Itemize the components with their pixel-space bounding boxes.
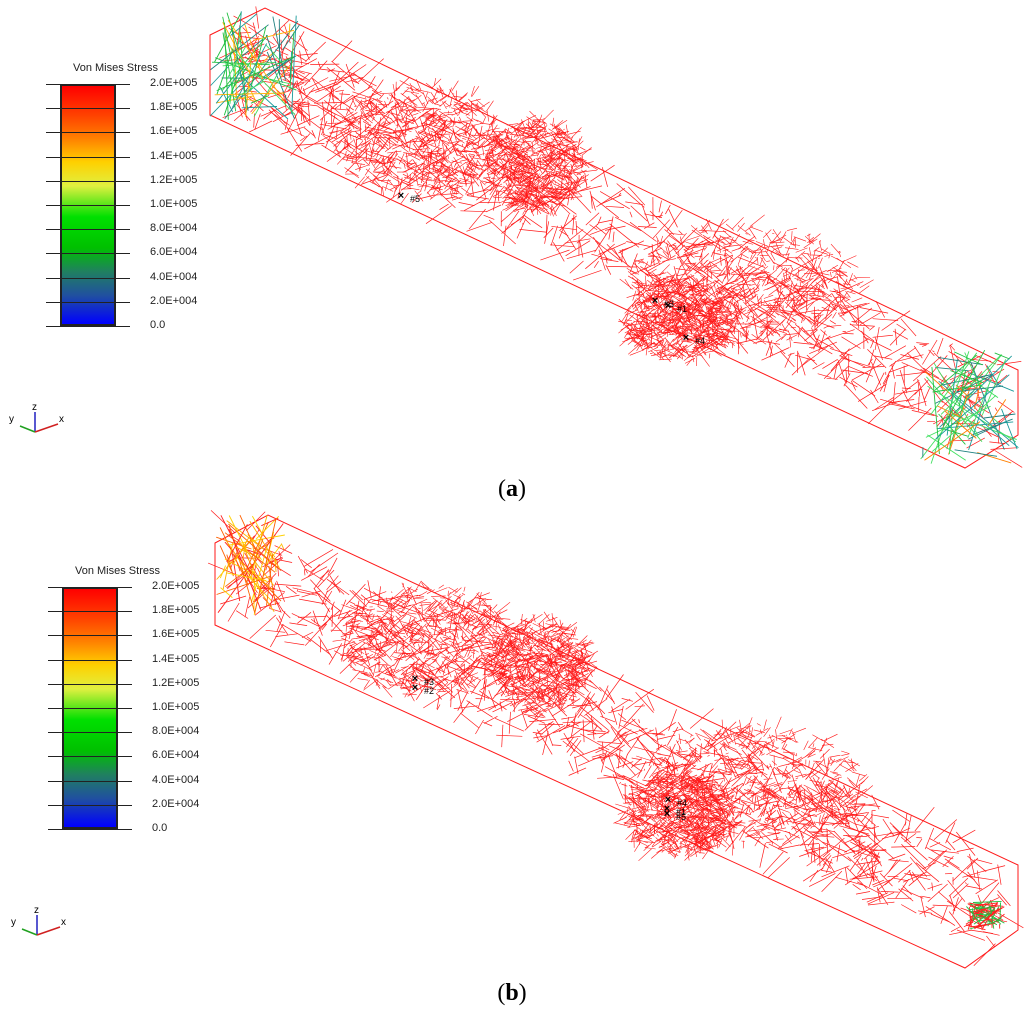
dense-mesh-region	[613, 765, 749, 862]
legend-tick	[46, 302, 130, 303]
end-region-mesh	[920, 349, 1019, 464]
legend-label: 1.4E+005	[150, 150, 198, 162]
probe-marker-label: #3	[664, 299, 674, 309]
mesh-plot-a: × #5× #3× #1× #4	[209, 6, 1023, 469]
caption-b: (b)	[497, 980, 527, 1006]
axis-triad: z y x	[10, 905, 74, 941]
legend-tick	[48, 684, 132, 685]
dense-mesh-region	[322, 78, 512, 205]
dense-mesh-region	[479, 611, 599, 719]
probe-marker-label: #1	[677, 304, 687, 314]
axis-y-label: y	[9, 414, 14, 425]
dense-mesh-region	[330, 580, 520, 702]
legend-title: Von Mises Stress	[75, 565, 160, 577]
axis-z-label: z	[32, 402, 37, 413]
legend-tick	[48, 708, 132, 709]
legend-tick	[48, 660, 132, 661]
dense-mesh-region	[628, 716, 873, 856]
probe-marker: × #3	[412, 673, 434, 687]
legend-label: 4.0E+004	[150, 271, 198, 283]
legend-label: 2.0E+005	[150, 77, 198, 89]
svg-text:×: ×	[683, 332, 689, 344]
svg-text:×: ×	[652, 295, 658, 307]
legend-label: 1.6E+005	[150, 125, 198, 137]
end-region-mesh	[965, 900, 1005, 931]
probe-marker: × #3	[652, 295, 674, 309]
probe-marker-label: #2	[424, 686, 434, 696]
legend-label: 1.8E+005	[152, 604, 200, 616]
end-region-mesh	[209, 11, 300, 120]
legend-tick	[48, 587, 132, 588]
svg-text:×: ×	[398, 190, 404, 202]
legend-label: 1.0E+005	[150, 198, 198, 210]
legend-label: 1.8E+005	[150, 101, 198, 113]
legend-tick	[48, 611, 132, 612]
mesh-outline	[209, 7, 1019, 469]
probe-marker-label: #5	[676, 812, 686, 822]
probe-marker-label: #3	[424, 677, 434, 687]
probe-marker-label: #5	[410, 194, 420, 204]
legend-tick	[46, 326, 130, 327]
legend-tick	[48, 732, 132, 733]
probe-marker-label: #4	[695, 336, 705, 346]
legend-tick	[46, 108, 130, 109]
legend-title: Von Mises Stress	[73, 62, 158, 74]
legend-label: 6.0E+004	[152, 749, 200, 761]
legend-tick	[46, 157, 130, 158]
legend-tick	[48, 781, 132, 782]
legend-label: 1.4E+005	[152, 653, 200, 665]
legend-label: 1.2E+005	[152, 677, 200, 689]
legend-label: 2.0E+004	[152, 798, 200, 810]
probe-marker: × #1	[665, 300, 687, 314]
legend-label: 1.2E+005	[150, 174, 198, 186]
legend-label: 8.0E+004	[150, 222, 198, 234]
probe-marker-label: #4	[677, 798, 687, 808]
legend-label: 0.0	[152, 822, 168, 834]
axis-triad: z y x	[8, 402, 72, 438]
legend-label: 1.6E+005	[152, 628, 200, 640]
legend-tick	[46, 229, 130, 230]
mesh-plot-b: × #3× #2 × #4× #1× #5	[207, 510, 1024, 969]
panel-a: × #5 × #3 × #1 × #4 Von Mises Stress 2.0E+005 1.…	[8, 6, 1023, 502]
legend-tick	[46, 278, 130, 279]
axis-x-label: x	[61, 917, 66, 928]
probe-marker: × #1	[664, 803, 686, 817]
probe-marker: × #2	[412, 682, 434, 696]
probe-marker: × #5	[398, 190, 420, 204]
probe-marker: × #4	[683, 332, 705, 346]
legend-label: 1.0E+005	[152, 701, 200, 713]
mesh-lines	[207, 510, 1024, 967]
svg-text:×: ×	[665, 300, 671, 312]
legend-label: 2.0E+005	[152, 580, 200, 592]
panel-b: × #3 × #2 × #4 × #1 × #5 Von Mises Stress 2.0E+00…	[0, 510, 1024, 1020]
dense-mesh-region	[472, 109, 598, 217]
caption-a: (a)	[498, 476, 526, 502]
end-region-mesh	[216, 514, 285, 616]
mesh-outline	[214, 514, 1019, 969]
axis-y-label: y	[11, 917, 16, 928]
legend-tick	[46, 205, 130, 206]
legend-tick	[48, 829, 132, 830]
legend-tick	[46, 132, 130, 133]
probe-marker: × #5	[664, 808, 686, 822]
legend-tick	[46, 181, 130, 182]
axis-z-label: z	[34, 905, 39, 916]
legend-label: 8.0E+004	[152, 725, 200, 737]
dense-mesh-region	[618, 275, 747, 367]
legend-tick	[48, 805, 132, 806]
probe-marker: × #4	[665, 794, 687, 808]
legend-label: 2.0E+004	[150, 295, 198, 307]
legend-tick	[48, 756, 132, 757]
legend-label: 4.0E+004	[152, 774, 200, 786]
legend-tick	[46, 84, 130, 85]
dense-mesh-region	[619, 214, 874, 355]
mesh-lines	[219, 6, 1023, 468]
legend-tick	[48, 635, 132, 636]
legend-label: 6.0E+004	[150, 246, 198, 258]
axis-x-label: x	[59, 414, 64, 425]
legend-tick	[46, 253, 130, 254]
probe-marker-label: #1	[676, 807, 686, 817]
legend-label: 0.0	[150, 319, 166, 331]
